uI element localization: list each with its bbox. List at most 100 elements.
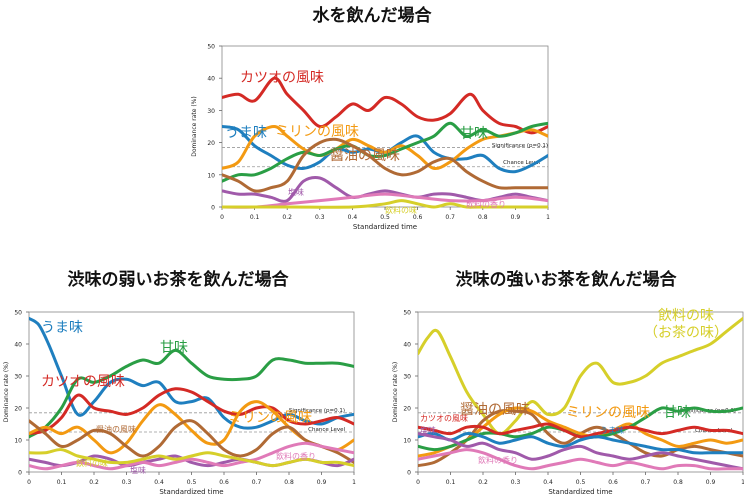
x-tick-label: 0.3 bbox=[122, 479, 132, 486]
y-tick-label: 20 bbox=[14, 406, 22, 413]
y-tick-label: 0 bbox=[18, 470, 22, 477]
series-line bbox=[222, 125, 548, 171]
series-label: 醤油の風味 bbox=[330, 148, 400, 164]
chart-panel-1: 0 10 20 30 40 50 0 0.1 0.2 0.3 0.4 0.5 0.6 0.7 0.8 0.9 1… bbox=[3, 310, 356, 497]
chart-panel-2: 0 10 20 30 40 50 0 0.1 0.2 0.3 0.4 0.5 0.6 0.7 0.8 0.9 1… bbox=[392, 308, 744, 496]
x-tick-label: 0.8 bbox=[478, 214, 488, 221]
x-tick-label: 0.2 bbox=[89, 479, 99, 486]
x-axis-label: Standardized time bbox=[548, 488, 612, 496]
series-label: ミリンの風味 bbox=[228, 410, 312, 426]
series-label: 飲料の味 bbox=[385, 205, 417, 215]
x-tick-label: 0.6 bbox=[219, 479, 229, 486]
y-tick-label: 50 bbox=[14, 310, 22, 317]
series-line bbox=[418, 422, 743, 439]
y-tick-label: 0 bbox=[407, 470, 411, 477]
series-line bbox=[29, 448, 354, 468]
series-line bbox=[418, 448, 743, 471]
x-tick-label: 0.1 bbox=[57, 479, 67, 486]
x-tick-label: 0.9 bbox=[706, 479, 716, 486]
chart-panel-0: 0 10 20 30 40 50 0 0.1 0.2 0.3 0.4 0.5 0.6 0.7 0.8 0.9 1… bbox=[191, 44, 550, 232]
x-tick-label: 0.3 bbox=[315, 214, 325, 221]
x-tick-label: 0.3 bbox=[511, 479, 521, 486]
series-label: （お茶の味） bbox=[644, 325, 728, 341]
chance-label: Chance Level bbox=[308, 427, 345, 433]
x-tick-label: 1 bbox=[546, 214, 550, 221]
y-tick-label: 20 bbox=[207, 140, 215, 147]
series-label: カツオの風味 bbox=[420, 413, 468, 423]
y-tick-label: 20 bbox=[403, 406, 411, 413]
series-label: 塩味 bbox=[130, 465, 146, 475]
series-line bbox=[222, 121, 548, 183]
series-label: 塩味 bbox=[420, 425, 436, 435]
y-tick-label: 40 bbox=[14, 342, 22, 349]
x-tick-label: 0.4 bbox=[348, 214, 358, 221]
x-tick-label: 0.6 bbox=[608, 479, 618, 486]
y-tick-label: 50 bbox=[207, 44, 215, 51]
series-label: うま味 bbox=[600, 425, 624, 435]
y-tick-label: 10 bbox=[403, 438, 411, 445]
significance-label: Significance (p=0.1) bbox=[289, 408, 345, 414]
series-line bbox=[222, 199, 548, 209]
x-tick-label: 0.5 bbox=[380, 214, 390, 221]
x-tick-label: 0.8 bbox=[673, 479, 683, 486]
x-tick-label: 0.4 bbox=[154, 479, 164, 486]
x-tick-label: 0.4 bbox=[543, 479, 553, 486]
x-tick-label: 0.2 bbox=[282, 214, 292, 221]
y-axis-label: Dominance rate (%) bbox=[191, 96, 198, 156]
panel-title: 渋味の弱いお茶を飲んだ場合 bbox=[67, 270, 289, 290]
x-tick-label: 0.7 bbox=[445, 214, 455, 221]
series-label: 飲料の香り bbox=[276, 451, 316, 461]
series-label: うま味 bbox=[41, 320, 83, 336]
x-tick-label: 0 bbox=[416, 479, 420, 486]
series-label: ミリンの風味 bbox=[275, 124, 359, 140]
series-label: 飲料の味 bbox=[658, 308, 714, 324]
series-line bbox=[418, 316, 743, 436]
x-tick-label: 0.1 bbox=[446, 479, 456, 486]
series-label: 飲料の味 bbox=[76, 458, 108, 468]
panel-title: 渋味の強いお茶を飲んだ場合 bbox=[455, 270, 677, 290]
significance-label: Significance (p=0.1) bbox=[492, 143, 548, 149]
series-label: 飲料の香り bbox=[478, 455, 518, 465]
x-tick-label: 0.5 bbox=[187, 479, 197, 486]
x-tick-label: 0.6 bbox=[413, 214, 423, 221]
series-label: うま味 bbox=[225, 125, 267, 141]
x-axis-label: Standardized time bbox=[159, 488, 223, 496]
series-label: 塩味 bbox=[288, 187, 304, 197]
series-line bbox=[29, 316, 354, 430]
x-axis-label: Standardized time bbox=[353, 223, 417, 231]
x-tick-label: 0.7 bbox=[252, 479, 262, 486]
panel-title: 水を飲んだ場合 bbox=[312, 6, 432, 26]
y-axis-label: Dominance rate (%) bbox=[392, 362, 399, 422]
x-tick-label: 0.8 bbox=[284, 479, 294, 486]
x-tick-label: 0.9 bbox=[511, 214, 521, 221]
x-tick-label: 0.2 bbox=[478, 479, 488, 486]
y-tick-label: 30 bbox=[207, 108, 215, 115]
series-label: 甘味 bbox=[460, 126, 488, 142]
x-tick-label: 0.1 bbox=[250, 214, 260, 221]
series-label: 甘味 bbox=[663, 405, 691, 421]
x-tick-label: 0 bbox=[27, 479, 31, 486]
series-label: 醤油の風味 bbox=[96, 424, 136, 434]
y-tick-label: 40 bbox=[403, 342, 411, 349]
series-line bbox=[29, 419, 354, 464]
x-tick-label: 0.5 bbox=[576, 479, 586, 486]
series-line bbox=[29, 441, 354, 471]
series-label: 甘味 bbox=[160, 340, 188, 356]
series-label: 醤油の風味 bbox=[460, 402, 530, 418]
series-line bbox=[418, 432, 743, 471]
y-tick-label: 30 bbox=[403, 374, 411, 381]
y-tick-label: 10 bbox=[207, 172, 215, 179]
series-line bbox=[29, 348, 354, 439]
series-line bbox=[222, 137, 548, 193]
x-tick-label: 0.7 bbox=[641, 479, 651, 486]
x-tick-label: 1 bbox=[741, 479, 744, 486]
y-tick-label: 40 bbox=[207, 76, 215, 83]
x-tick-label: 1 bbox=[352, 479, 356, 486]
series-line bbox=[418, 432, 743, 455]
series-line bbox=[222, 192, 548, 209]
y-tick-label: 50 bbox=[403, 310, 411, 317]
x-tick-label: 0 bbox=[220, 214, 224, 221]
series-line bbox=[29, 387, 354, 436]
y-tick-label: 0 bbox=[211, 205, 215, 212]
y-axis-label: Dominance rate (%) bbox=[3, 362, 10, 422]
